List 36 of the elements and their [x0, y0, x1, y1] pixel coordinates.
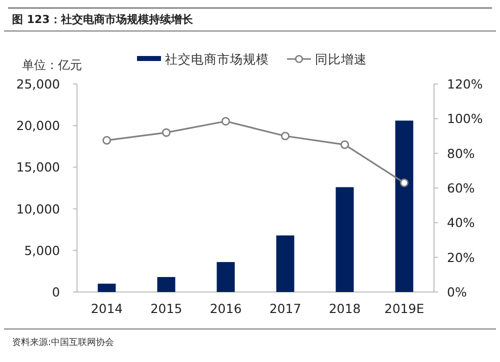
- bar: [216, 262, 235, 292]
- x-tick-label: 2019E: [384, 301, 424, 316]
- point: [280, 132, 290, 140]
- y-tick-label: 25,000: [16, 76, 60, 92]
- y2-tick-label: 100%: [447, 111, 483, 126]
- x-tick-label: 2018: [328, 301, 361, 316]
- x-tick-label: 2015: [150, 301, 182, 316]
- y-tick-label: 10,000: [16, 201, 60, 216]
- point: [221, 116, 230, 126]
- y2-tick-label: 20%: [447, 250, 475, 265]
- y-tick-label: 0: [52, 284, 60, 300]
- text: 资料来源:中国互联网协会: [12, 337, 114, 348]
- point: [400, 178, 409, 188]
- chart-title: 图 123：社交电商市场规模持续增长: [12, 13, 194, 26]
- bar: [336, 187, 354, 292]
- bar: [157, 277, 176, 292]
- y2-tick-label: 120%: [447, 76, 483, 92]
- bar: [395, 120, 414, 292]
- y2-tick-label: 60%: [447, 180, 475, 196]
- legend-label: 同比增速: [315, 52, 367, 66]
- y2-tick-label: 40%: [447, 215, 475, 230]
- y2-tick-label: 0%: [447, 284, 467, 300]
- y-axis-title: 单位：亿元: [22, 58, 82, 72]
- point: [102, 136, 112, 145]
- point: [340, 140, 350, 149]
- point: [162, 128, 171, 137]
- y2-tick-label: 80%: [447, 146, 475, 161]
- y-tick-label: 15,000: [16, 160, 60, 175]
- bar: [276, 235, 294, 292]
- x-tick-label: 2017: [269, 301, 302, 316]
- x-tick-label: 2014: [90, 301, 123, 316]
- legend-label: 社交电商市场规模: [165, 52, 269, 66]
- bar: [98, 284, 116, 292]
- y-tick-label: 5,000: [24, 242, 60, 258]
- y-tick-label: 20,000: [16, 118, 60, 134]
- x-tick-label: 2016: [210, 301, 242, 316]
